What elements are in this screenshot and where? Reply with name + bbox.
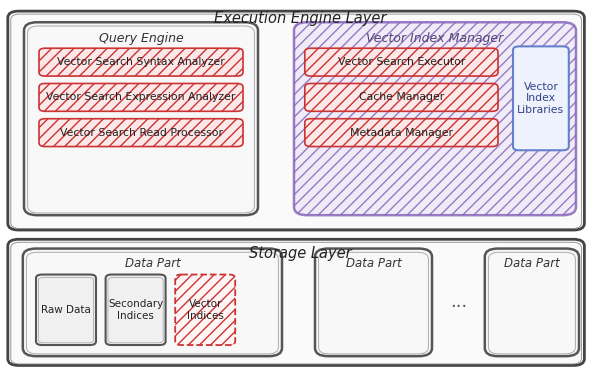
FancyBboxPatch shape	[8, 239, 584, 365]
FancyBboxPatch shape	[39, 48, 243, 76]
FancyBboxPatch shape	[106, 275, 166, 345]
FancyBboxPatch shape	[305, 48, 498, 76]
Text: ...: ...	[450, 293, 467, 311]
Text: Storage Layer: Storage Layer	[248, 246, 352, 261]
FancyBboxPatch shape	[175, 275, 235, 345]
Text: Vector Search Syntax Analyzer: Vector Search Syntax Analyzer	[57, 57, 225, 67]
Text: Vector
Indices: Vector Indices	[187, 299, 224, 321]
Text: Execution Engine Layer: Execution Engine Layer	[214, 11, 386, 26]
Text: Vector
Index
Libraries: Vector Index Libraries	[517, 82, 565, 115]
Text: Vector Search Executor: Vector Search Executor	[338, 57, 465, 67]
FancyBboxPatch shape	[513, 46, 569, 150]
FancyBboxPatch shape	[36, 275, 96, 345]
FancyBboxPatch shape	[305, 119, 498, 147]
FancyBboxPatch shape	[485, 249, 579, 356]
FancyBboxPatch shape	[39, 119, 243, 147]
FancyBboxPatch shape	[39, 83, 243, 111]
Text: Data Part: Data Part	[346, 257, 401, 270]
Text: Vector Search Read Processor: Vector Search Read Processor	[59, 128, 223, 138]
Text: Data Part: Data Part	[125, 257, 180, 270]
Text: Query Engine: Query Engine	[98, 32, 184, 46]
FancyBboxPatch shape	[23, 249, 282, 356]
FancyBboxPatch shape	[294, 22, 576, 215]
Text: Vector Index Manager: Vector Index Manager	[367, 32, 503, 46]
Text: Data Part: Data Part	[504, 257, 560, 270]
Text: Secondary
Indices: Secondary Indices	[108, 299, 163, 321]
Text: Cache Manager: Cache Manager	[359, 92, 444, 102]
FancyBboxPatch shape	[8, 11, 584, 230]
FancyBboxPatch shape	[24, 22, 258, 215]
Text: Raw Data: Raw Data	[41, 305, 91, 315]
Text: Metadata Manager: Metadata Manager	[350, 128, 453, 138]
FancyBboxPatch shape	[305, 83, 498, 111]
FancyBboxPatch shape	[315, 249, 432, 356]
Text: Vector Search Expression Analyzer: Vector Search Expression Analyzer	[46, 92, 236, 102]
